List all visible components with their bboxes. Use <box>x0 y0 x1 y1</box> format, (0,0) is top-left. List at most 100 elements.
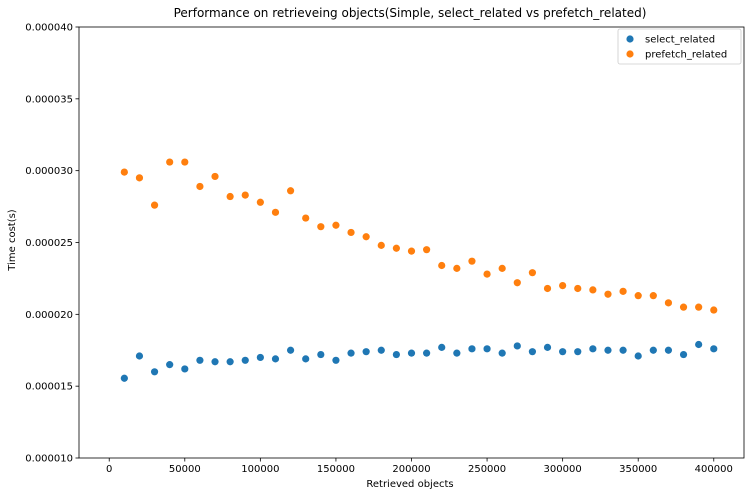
y-axis-title: Time cost(s) <box>7 209 18 272</box>
point-select-related <box>574 348 582 356</box>
point-select-related <box>377 346 385 354</box>
point-prefetch-related <box>347 228 355 237</box>
point-select-related <box>483 345 491 353</box>
point-prefetch-related <box>135 174 144 182</box>
legend-label-select-related: select_related <box>645 35 715 46</box>
point-select-related <box>392 350 400 359</box>
point-prefetch-related <box>241 191 249 199</box>
point-prefetch-related <box>362 233 370 241</box>
x-tick-label: 50000 <box>169 464 201 475</box>
point-prefetch-related <box>604 290 612 298</box>
point-prefetch-related <box>302 214 310 222</box>
point-select-related <box>317 350 325 359</box>
point-select-related <box>438 343 446 351</box>
point-prefetch-related <box>649 292 657 300</box>
point-select-related <box>710 345 718 353</box>
point-select-related <box>256 353 264 362</box>
point-prefetch-related <box>211 172 219 181</box>
point-prefetch-related <box>181 158 189 166</box>
point-prefetch-related <box>574 284 582 293</box>
point-select-related <box>302 355 310 363</box>
point-select-related <box>423 349 431 357</box>
legend-label-prefetch-related: prefetch_related <box>645 50 727 61</box>
point-select-related <box>543 343 552 351</box>
x-tick-label: 150000 <box>317 464 355 475</box>
point-prefetch-related <box>256 198 264 206</box>
point-select-related <box>181 365 189 373</box>
point-prefetch-related <box>120 168 128 176</box>
y-tick-label: 0.000010 <box>25 454 73 465</box>
point-select-related <box>528 348 537 356</box>
point-prefetch-related <box>286 187 295 195</box>
plot-area: 0 50000 100000 150000 200000 250000 300000 3500… <box>25 23 745 475</box>
y-tick-label: 0.000030 <box>25 166 73 177</box>
point-select-related <box>347 349 355 357</box>
x-tick-label: 400000 <box>695 464 733 475</box>
point-prefetch-related <box>498 264 506 272</box>
point-prefetch-related <box>407 247 416 255</box>
x-tick-label: 350000 <box>619 464 657 475</box>
y-tick-label: 0.000015 <box>25 382 73 393</box>
point-prefetch-related <box>559 282 567 290</box>
point-prefetch-related <box>710 306 718 314</box>
point-prefetch-related <box>513 279 521 287</box>
x-tick-label: 250000 <box>468 464 506 475</box>
y-tick-label: 0.000025 <box>25 238 73 249</box>
point-select-related <box>196 356 204 364</box>
point-select-related <box>649 346 657 354</box>
point-select-related <box>135 352 144 360</box>
point-select-related <box>286 346 295 354</box>
point-prefetch-related <box>528 269 537 277</box>
y-tick-label: 0.000020 <box>25 310 73 321</box>
point-prefetch-related <box>332 221 340 229</box>
point-prefetch-related <box>468 257 476 265</box>
point-select-related <box>362 348 370 356</box>
point-prefetch-related <box>377 241 385 249</box>
point-select-related <box>226 358 234 366</box>
point-prefetch-related <box>271 208 280 216</box>
point-prefetch-related <box>438 261 446 270</box>
y-tick-label: 0.000040 <box>25 23 73 34</box>
point-select-related <box>604 346 612 354</box>
point-select-related <box>166 361 174 369</box>
point-prefetch-related <box>226 192 234 201</box>
point-prefetch-related <box>166 158 174 166</box>
point-prefetch-related <box>150 201 159 209</box>
legend-marker-prefetch-related <box>626 50 634 58</box>
point-prefetch-related <box>619 287 627 295</box>
point-prefetch-related <box>423 246 431 254</box>
point-prefetch-related <box>664 299 673 307</box>
x-tick-label: 0 <box>106 464 112 475</box>
point-prefetch-related <box>543 284 552 293</box>
point-prefetch-related <box>589 286 597 294</box>
point-select-related <box>664 346 673 354</box>
legend-marker-select-related <box>626 35 634 43</box>
point-prefetch-related <box>317 223 325 231</box>
point-prefetch-related <box>196 182 204 191</box>
legend-box <box>617 28 742 65</box>
point-select-related <box>695 340 703 349</box>
x-tick-label: 300000 <box>544 464 582 475</box>
point-select-related <box>679 350 688 359</box>
x-tick-label: 100000 <box>241 464 279 475</box>
point-select-related <box>120 374 128 382</box>
x-tick-label: 200000 <box>392 464 430 475</box>
point-prefetch-related <box>483 270 491 278</box>
y-tick-label: 0.000035 <box>25 94 73 105</box>
point-select-related <box>241 356 249 364</box>
point-prefetch-related <box>679 303 688 311</box>
point-select-related <box>332 356 340 364</box>
point-select-related <box>589 345 597 353</box>
point-select-related <box>453 349 461 357</box>
point-prefetch-related <box>695 303 703 311</box>
point-select-related <box>150 368 159 376</box>
x-axis-title: Retrieved objects <box>366 479 453 490</box>
point-select-related <box>513 342 521 350</box>
point-select-related <box>559 348 567 356</box>
point-prefetch-related <box>634 292 642 300</box>
point-select-related <box>407 349 416 357</box>
point-prefetch-related <box>453 264 461 272</box>
point-select-related <box>271 355 280 363</box>
